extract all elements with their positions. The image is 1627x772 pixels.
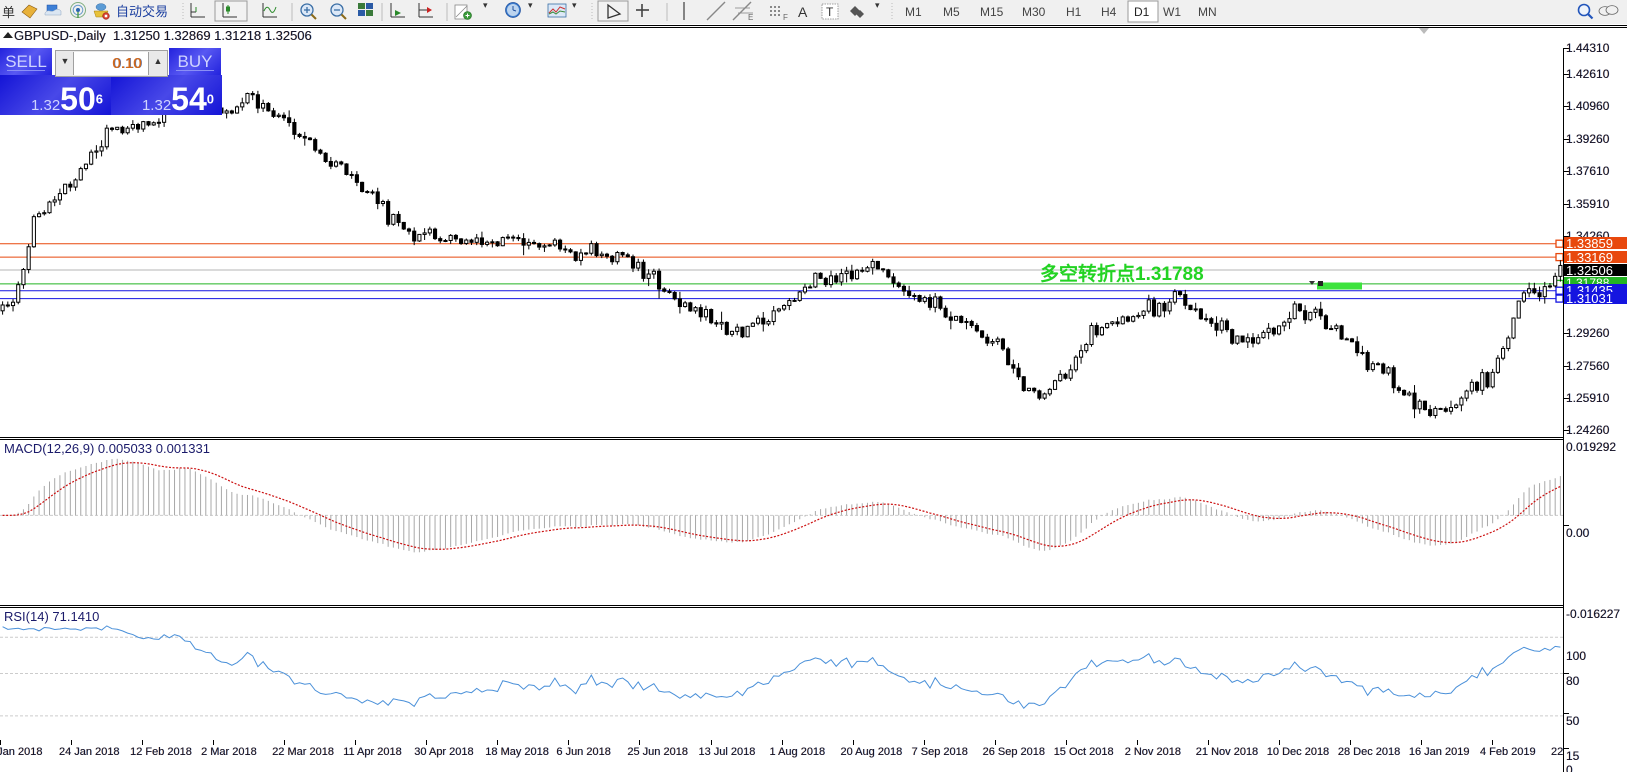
svg-text:▾: ▾	[528, 0, 533, 10]
svg-text:T: T	[826, 5, 834, 19]
svg-text:▾: ▾	[572, 0, 577, 10]
svg-text:F: F	[783, 13, 788, 22]
svg-text:M5: M5	[943, 5, 960, 19]
svg-text:▾: ▾	[483, 0, 488, 10]
svg-text:M15: M15	[980, 5, 1004, 19]
svg-text:MN: MN	[1198, 5, 1217, 19]
svg-text:M1: M1	[905, 5, 922, 19]
svg-text:自动交易: 自动交易	[116, 4, 168, 19]
svg-text:H4: H4	[1101, 5, 1117, 19]
svg-text:H1: H1	[1066, 5, 1082, 19]
svg-text:E: E	[748, 13, 753, 22]
svg-text:▾: ▾	[875, 0, 880, 10]
svg-text:D1: D1	[1134, 5, 1150, 19]
svg-text:A: A	[798, 4, 808, 20]
svg-text:M30: M30	[1022, 5, 1046, 19]
svg-text:W1: W1	[1163, 5, 1181, 19]
svg-text:单: 单	[2, 5, 15, 20]
svg-text:多空转折点1.31788: 多空转折点1.31788	[1040, 262, 1204, 285]
